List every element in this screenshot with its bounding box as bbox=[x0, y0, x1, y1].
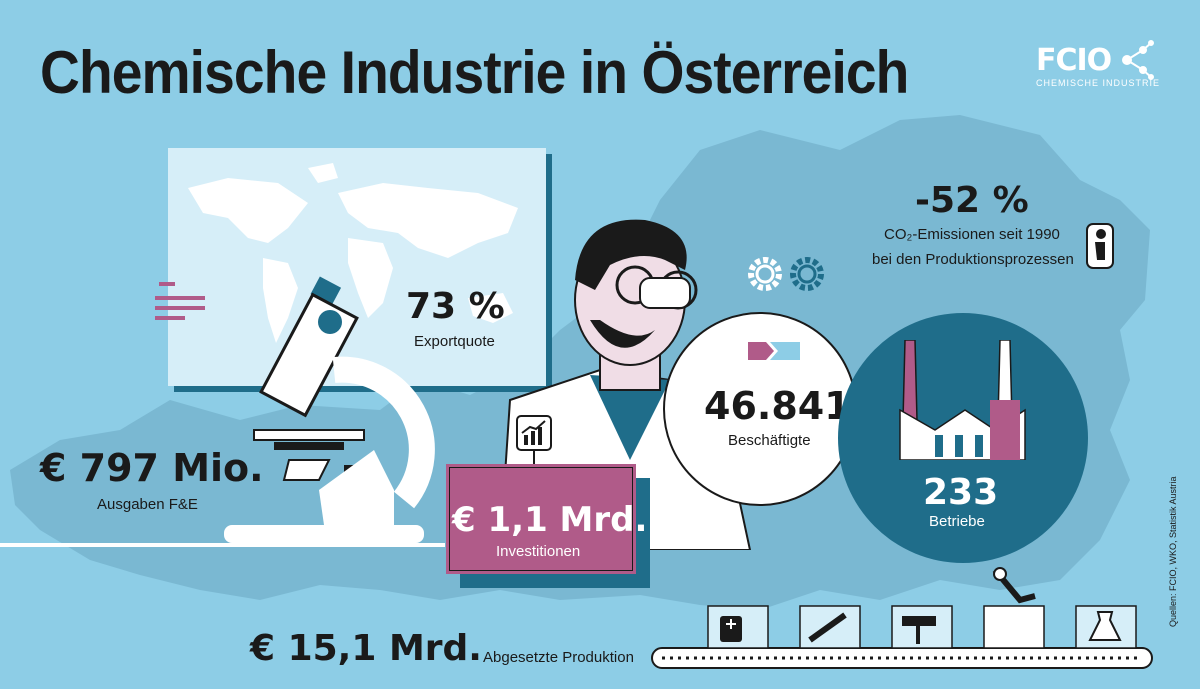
gears-icon bbox=[748, 257, 824, 291]
molecule-icon bbox=[1122, 40, 1155, 80]
businesses-value: 233 bbox=[923, 472, 999, 513]
microscope-icon bbox=[224, 276, 435, 543]
employees-value: 46.841 bbox=[704, 384, 851, 428]
investment-box bbox=[446, 464, 636, 574]
conveyor-belt-icon bbox=[651, 567, 1153, 669]
export-value: 73 % bbox=[406, 286, 505, 327]
factory-icon bbox=[899, 340, 1026, 460]
sources-note: Quellen: FCIO, WKO, Statistik Austria bbox=[1168, 476, 1182, 633]
employees-label: Beschäftigte bbox=[728, 432, 811, 449]
connector-line bbox=[533, 451, 535, 465]
investment-label: Investitionen bbox=[496, 543, 581, 560]
export-label: Exportquote bbox=[414, 333, 495, 350]
fcio-logo: FCIO CHEMISCHE INDUSTRIE bbox=[1036, 40, 1160, 88]
decorative-lines-icon bbox=[155, 282, 205, 320]
production-value: € 15,1 Mrd. bbox=[250, 628, 482, 669]
investment-value: € 1,1 Mrd. bbox=[452, 500, 648, 540]
rd-label: Ausgaben F&E bbox=[97, 496, 198, 513]
sources-text: Quellen: FCIO, WKO, Statistik Austria bbox=[1168, 476, 1178, 627]
robot-arm-icon bbox=[983, 567, 1045, 649]
paint-roller-icon bbox=[891, 605, 953, 649]
world-map-panel bbox=[168, 148, 546, 386]
businesses-label: Betriebe bbox=[929, 513, 985, 530]
world-map-icon bbox=[188, 163, 518, 343]
production-label: Abgesetzte Produktion bbox=[483, 649, 634, 666]
co2-label-2: bei den Produktionsprozessen bbox=[872, 251, 1074, 268]
page-title: Chemische Industrie in Österreich bbox=[40, 39, 909, 106]
rd-value: € 797 Mio. bbox=[40, 446, 264, 490]
medicine-box-icon bbox=[707, 605, 769, 649]
flask-icon bbox=[1075, 605, 1137, 649]
logo-mark: FCIO bbox=[1036, 42, 1112, 78]
co2-value: -52 % bbox=[915, 180, 1029, 221]
syringe-icon bbox=[799, 605, 861, 649]
arrow-tag-icon bbox=[748, 342, 800, 360]
info-icon[interactable] bbox=[1085, 222, 1115, 270]
co2-label-1: CO₂-Emissionen seit 1990 bbox=[884, 226, 1060, 243]
logo-subtitle: CHEMISCHE INDUSTRIE bbox=[1036, 78, 1161, 88]
baseline-line bbox=[0, 543, 445, 547]
growth-chart-icon bbox=[516, 415, 552, 451]
